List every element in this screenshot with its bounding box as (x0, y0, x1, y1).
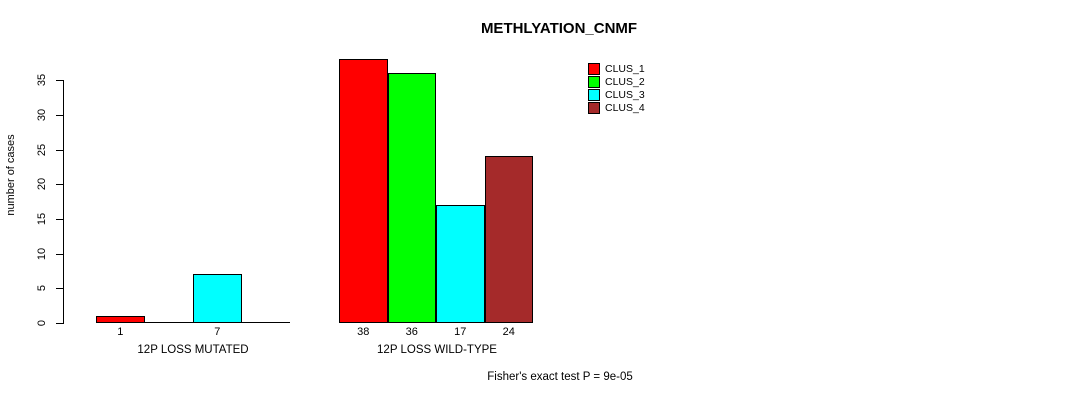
y-tick (56, 288, 63, 290)
legend-row-clus_2: CLUS_2 (588, 75, 645, 88)
legend-row-clus_1: CLUS_1 (588, 62, 645, 75)
y-axis-line (63, 80, 64, 324)
legend-label: CLUS_2 (605, 75, 645, 88)
y-tick-label: 35 (36, 73, 48, 87)
y-tick (56, 114, 63, 116)
y-tick-label: 10 (36, 247, 48, 260)
y-tick-label: 0 (36, 319, 48, 327)
bar-clus_3-group2 (436, 205, 485, 323)
x-category-label-mutated: 12P LOSS MUTATED (137, 344, 249, 356)
y-tick-label: 15 (36, 212, 48, 226)
y-tick (56, 149, 63, 151)
legend-swatch-icon (588, 62, 600, 75)
bar-clus_1-group2 (339, 59, 388, 323)
y-tick (56, 253, 63, 255)
bar-value-label: 17 (454, 326, 467, 338)
legend-swatch-icon (588, 75, 600, 88)
y-tick (56, 184, 63, 186)
legend-row-clus_4: CLUS_4 (588, 101, 645, 114)
legend-row-clus_3: CLUS_3 (588, 88, 645, 101)
legend-label: CLUS_1 (605, 62, 645, 75)
legend-swatch-icon (588, 101, 600, 114)
y-tick (56, 80, 63, 82)
bar-clus_3-group1 (193, 274, 242, 323)
legend-label: CLUS_4 (605, 101, 645, 114)
y-tick-label: 30 (36, 108, 48, 121)
bar-value-label: 36 (405, 326, 418, 338)
y-tick-label: 25 (36, 143, 48, 156)
y-tick-label: 20 (36, 178, 48, 191)
bar-value-label: 1 (117, 326, 124, 338)
y-tick-label: 5 (36, 285, 48, 292)
bar-clus_2-group2 (387, 73, 436, 323)
bar-value-label: 24 (502, 326, 515, 338)
y-axis-label: number of cases (5, 134, 17, 216)
legend: CLUS_1 CLUS_2 CLUS_3 CLUS_4 (588, 62, 645, 114)
legend-swatch-icon (588, 88, 600, 101)
bar-value-label: 38 (357, 326, 370, 338)
y-tick (56, 218, 63, 220)
y-tick (56, 323, 63, 324)
chart-title: METHLYATION_CNMF (480, 20, 638, 37)
bar-clus_1-group1 (96, 316, 145, 323)
bar-value-label: 7 (214, 326, 221, 338)
stat-annotation: Fisher's exact test P = 9e-05 (487, 371, 633, 383)
legend-label: CLUS_3 (605, 88, 645, 101)
bar-clus_4-group2 (484, 156, 533, 323)
x-category-label-wild-type: 12P LOSS WILD-TYPE (377, 344, 497, 356)
